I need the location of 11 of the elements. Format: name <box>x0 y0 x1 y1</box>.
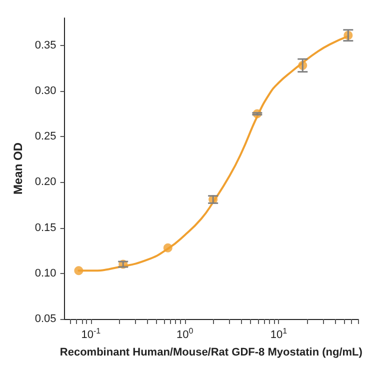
y-axis-title: Mean OD <box>11 142 25 195</box>
y-tick-label: 0.10 <box>34 267 56 280</box>
y-tick-label: 0.35 <box>34 39 56 52</box>
y-tick-label: 0.20 <box>34 176 56 188</box>
y-tick-label: 0.05 <box>34 313 56 325</box>
y-tick-label: 0.30 <box>34 84 56 97</box>
point <box>74 266 84 276</box>
point <box>163 243 172 252</box>
y-tick-label: 0.15 <box>34 222 56 234</box>
y-tick-label: 0.25 <box>34 130 56 143</box>
x-axis-title: Recombinant Human/Mouse/Rat GDF-8 Myostatin (ng/mL) <box>60 346 363 358</box>
